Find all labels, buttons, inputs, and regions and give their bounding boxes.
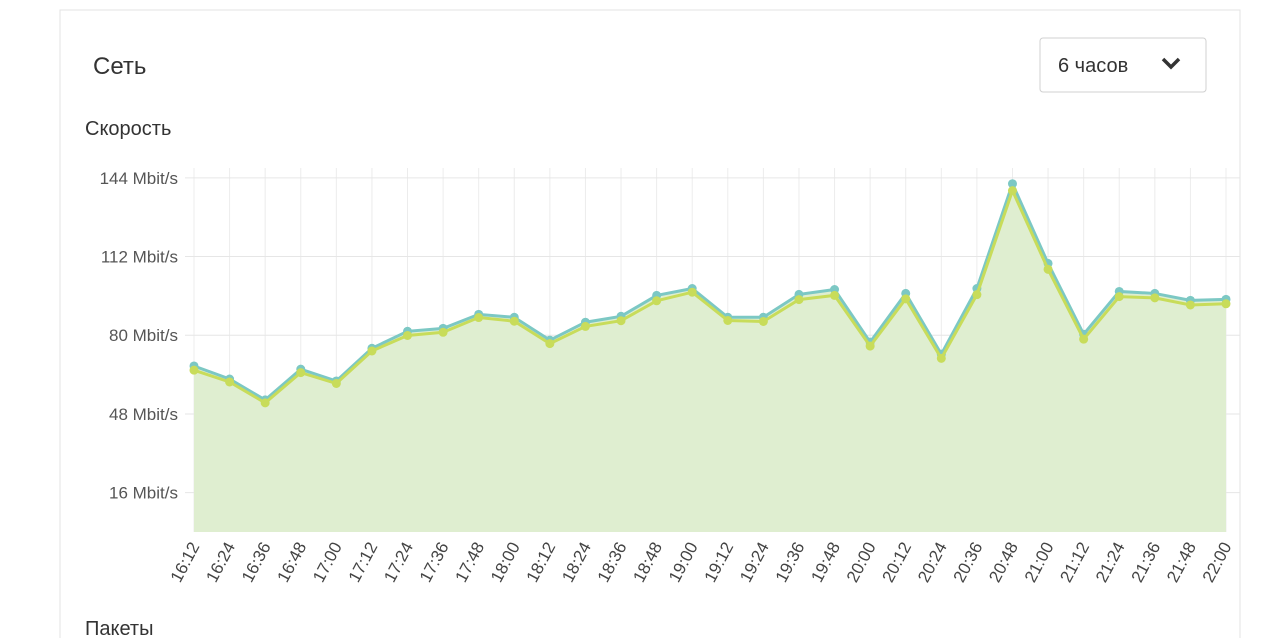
- y-tick-label: 112 Mbit/s: [101, 248, 178, 267]
- card-title: Сеть: [93, 53, 146, 80]
- data-point: [794, 295, 804, 305]
- data-point: [758, 316, 768, 326]
- data-point: [830, 290, 840, 300]
- y-tick-label: 48 Mbit/s: [109, 405, 178, 424]
- data-point: [616, 316, 626, 326]
- range-dropdown[interactable]: 6 часов: [1039, 37, 1207, 93]
- data-point: [1114, 292, 1124, 302]
- y-tick-label: 144 Mbit/s: [100, 169, 178, 188]
- data-point: [1043, 264, 1053, 274]
- data-point: [545, 339, 555, 349]
- chevron-icon[interactable]: [1161, 57, 1181, 70]
- data-point: [901, 294, 911, 304]
- data-point: [225, 377, 235, 387]
- data-point: [687, 287, 697, 297]
- data-point: [474, 313, 484, 323]
- data-point: [865, 341, 875, 351]
- data-point: [936, 353, 946, 363]
- data-point: [260, 398, 270, 408]
- series-line: [193, 179, 1227, 402]
- data-point: [580, 321, 590, 331]
- data-point: [331, 378, 341, 388]
- dropdown-box[interactable]: [1039, 37, 1207, 93]
- series-line: [193, 186, 1227, 405]
- section-title: Пакеты: [85, 618, 153, 638]
- data-point: [723, 315, 733, 325]
- data-point: [403, 330, 413, 340]
- data-point: [1150, 293, 1160, 303]
- area: [194, 183, 1226, 532]
- data-point: [1079, 334, 1089, 344]
- data-point: [652, 296, 662, 306]
- dropdown-label[interactable]: 6 часов: [1058, 55, 1128, 77]
- data-point: [1007, 186, 1017, 196]
- data-point: [296, 368, 306, 378]
- data-point: [189, 365, 199, 375]
- data-point: [1185, 300, 1195, 310]
- data-point: [367, 346, 377, 356]
- data-point: [972, 290, 982, 300]
- data-point: [438, 327, 448, 337]
- y-tick-label: 80 Mbit/s: [109, 326, 178, 345]
- section-title: Скорость: [85, 118, 171, 140]
- y-tick-label: 16 Mbit/s: [109, 484, 178, 503]
- data-point: [509, 316, 519, 326]
- data-point: [1007, 179, 1017, 189]
- data-point: [1221, 299, 1231, 309]
